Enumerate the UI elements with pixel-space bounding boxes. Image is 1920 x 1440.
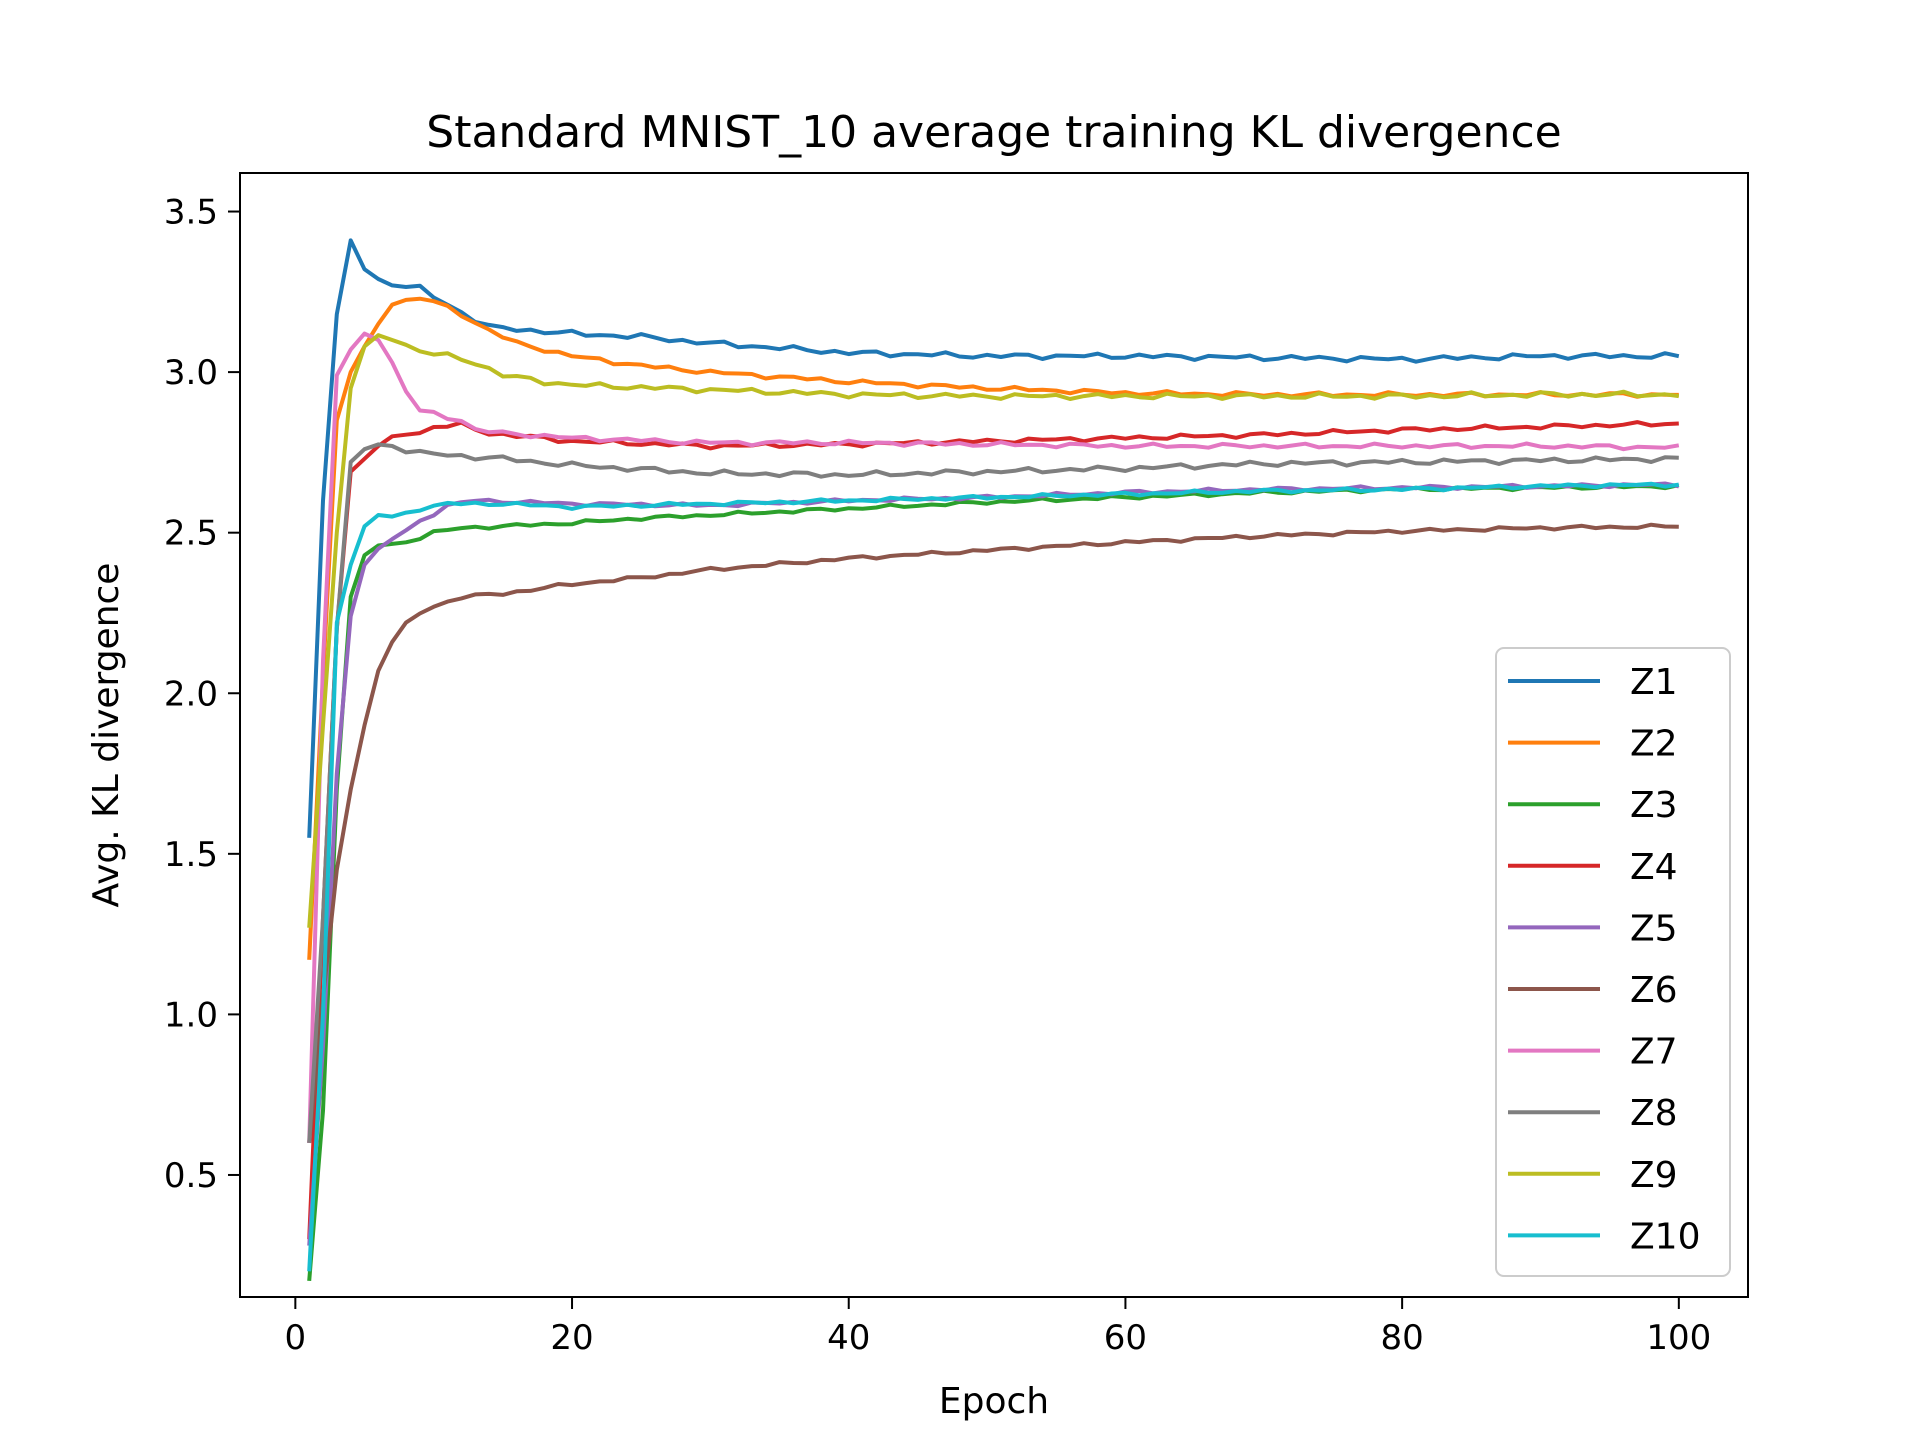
y-axis-label: Avg. KL divergence (86, 563, 127, 908)
legend-label: Z10 (1630, 1216, 1700, 1257)
y-tick-label: 2.5 (164, 514, 218, 554)
axes-frame (239, 172, 1749, 1298)
y-tick-label: 0.5 (164, 1156, 218, 1196)
series-line-z9 (307, 333, 1680, 928)
legend-label: Z1 (1630, 662, 1678, 703)
y-tick-label: 1.0 (164, 995, 218, 1035)
legend-label: Z6 (1630, 970, 1678, 1011)
legend-items: Z1 Z2 Z3 Z4 Z5 Z6 Z7 Z8 Z9 Z10 (1508, 662, 1700, 1257)
legend-label: Z4 (1630, 847, 1678, 888)
series-line-z6 (307, 522, 1679, 1144)
x-tick-label: 40 (827, 1318, 870, 1358)
legend-label: Z8 (1630, 1093, 1678, 1134)
plot-lines (307, 238, 1680, 1282)
series-line-z10 (307, 481, 1680, 1272)
x-axis-label: Epoch (939, 1381, 1049, 1422)
x-tick-label: 0 (285, 1318, 307, 1358)
series-line-z1 (307, 238, 1680, 838)
series-line-z8 (307, 442, 1679, 1144)
y-tick-label: 3.0 (164, 353, 218, 393)
y-axis: 0.5 1.0 1.5 2.0 2.5 3.0 3.5 (164, 193, 240, 1196)
x-tick-label: 20 (550, 1318, 593, 1358)
legend-label: Z7 (1630, 1032, 1678, 1073)
legend-label: Z9 (1630, 1155, 1678, 1196)
y-tick-label: 3.5 (164, 193, 218, 233)
legend: Z1 Z2 Z3 Z4 Z5 Z6 Z7 Z8 Z9 Z10 (1495, 647, 1731, 1277)
series-line-z7 (307, 331, 1680, 1143)
x-tick-label: 80 (1380, 1318, 1423, 1358)
legend-label: Z5 (1630, 908, 1678, 949)
x-tick-label: 60 (1104, 1318, 1147, 1358)
y-tick-label: 1.5 (164, 835, 218, 875)
x-axis: 0 20 40 60 80 100 (285, 1297, 1711, 1358)
legend-label: Z3 (1630, 785, 1678, 826)
x-tick-label: 100 (1646, 1318, 1711, 1358)
chart-title: Standard MNIST_10 average training KL di… (426, 107, 1561, 158)
legend-label: Z2 (1630, 724, 1678, 765)
y-tick-label: 2.0 (164, 674, 218, 714)
